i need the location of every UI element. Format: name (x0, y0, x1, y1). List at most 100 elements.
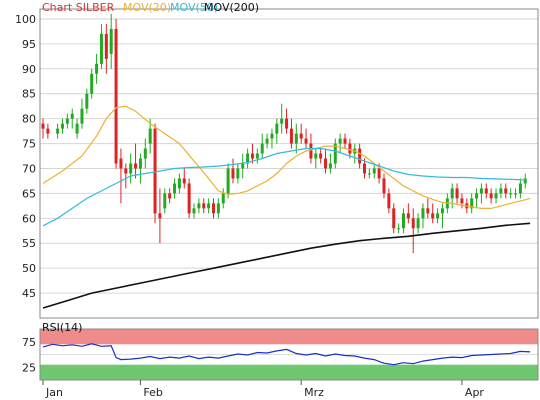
candle-body (494, 193, 498, 199)
candle-body (294, 133, 298, 144)
candle (46, 123, 50, 139)
candle-body (397, 228, 401, 230)
y-tick-85: 85 (22, 88, 36, 101)
y-tick-95: 95 (22, 38, 36, 51)
candle-body (95, 63, 99, 74)
candle-body (211, 203, 215, 214)
candle (514, 188, 518, 199)
candle (280, 103, 284, 134)
candle (392, 203, 396, 234)
candle (406, 203, 410, 224)
candle (85, 88, 89, 114)
y-tick-70: 70 (22, 162, 36, 175)
candle-body (65, 118, 69, 124)
candle (148, 118, 152, 154)
legend-mov200-label: MOV(200) (204, 1, 259, 14)
y-tick-50: 50 (22, 262, 36, 275)
candle-body (163, 193, 167, 209)
candle (221, 188, 225, 209)
candle (431, 203, 435, 224)
candle-body (314, 153, 318, 159)
candle-body (309, 143, 313, 159)
candle-body (328, 163, 332, 169)
candle (504, 183, 508, 199)
candle-body (202, 203, 206, 209)
candle-body (324, 158, 328, 169)
candle-body (426, 208, 430, 214)
candle (382, 173, 386, 199)
x-axis: Jan Feb Mrz Apr (42, 380, 485, 399)
candle (479, 183, 483, 204)
candle (226, 163, 230, 199)
legend-mov50-label: MOV(50) (170, 1, 218, 14)
candle-body (440, 208, 444, 214)
candle (387, 188, 391, 214)
candle (143, 138, 147, 169)
candle (299, 123, 303, 144)
candle-body (475, 193, 479, 199)
candle-body (56, 128, 60, 134)
candle-body (80, 108, 84, 124)
candle-body (285, 118, 289, 129)
y-tick-90: 90 (22, 63, 36, 76)
candle (440, 203, 444, 229)
candle-body (148, 128, 152, 144)
candle (319, 148, 323, 164)
candle-body (479, 188, 483, 194)
candle (250, 143, 254, 164)
candle (80, 98, 84, 129)
candle (56, 123, 60, 139)
candle (134, 143, 138, 179)
candle (426, 198, 430, 219)
candle (270, 128, 274, 149)
y-tick-80: 80 (22, 113, 36, 126)
price-y-axis: 100 95 90 85 80 75 70 65 60 55 50 45 (15, 13, 36, 300)
candle-body (489, 193, 493, 199)
candle (231, 158, 235, 184)
candle (246, 148, 250, 169)
candle (333, 138, 337, 169)
rsi-bands (40, 329, 538, 380)
candle (119, 148, 123, 204)
candle-body (119, 158, 123, 169)
candle-body (367, 173, 371, 175)
candle (289, 118, 293, 149)
candle-body (221, 193, 225, 204)
candle-body (236, 168, 240, 179)
candle-body (109, 28, 113, 54)
candle-body (270, 133, 274, 139)
candle-body (75, 123, 79, 134)
candle-body (255, 153, 259, 159)
candle-body (275, 123, 279, 134)
candle (523, 173, 527, 189)
candle-body (70, 113, 74, 119)
candle-body (411, 218, 415, 229)
candle-body (46, 128, 50, 134)
candle (328, 153, 332, 174)
candle-body (187, 183, 191, 214)
candle-body (363, 163, 367, 174)
candle (207, 198, 211, 214)
candle-body (514, 193, 518, 195)
y-tick-100: 100 (15, 13, 36, 26)
candle (197, 198, 201, 214)
rsi-band-0 (40, 329, 538, 345)
candle-body (436, 213, 440, 219)
candle (421, 203, 425, 229)
candle (372, 163, 376, 179)
candle (397, 223, 401, 234)
candle (114, 18, 118, 169)
candle (401, 208, 405, 234)
candle (104, 23, 108, 74)
x-tick-Apr: Apr (465, 386, 485, 399)
candle-body (173, 183, 177, 194)
candle (255, 148, 259, 164)
candle (489, 188, 493, 204)
candle (475, 188, 479, 209)
candle-body (504, 188, 508, 194)
y-tick-75: 75 (22, 138, 36, 151)
candle (358, 143, 362, 169)
candle-body (319, 153, 323, 159)
candle-body (124, 168, 128, 174)
